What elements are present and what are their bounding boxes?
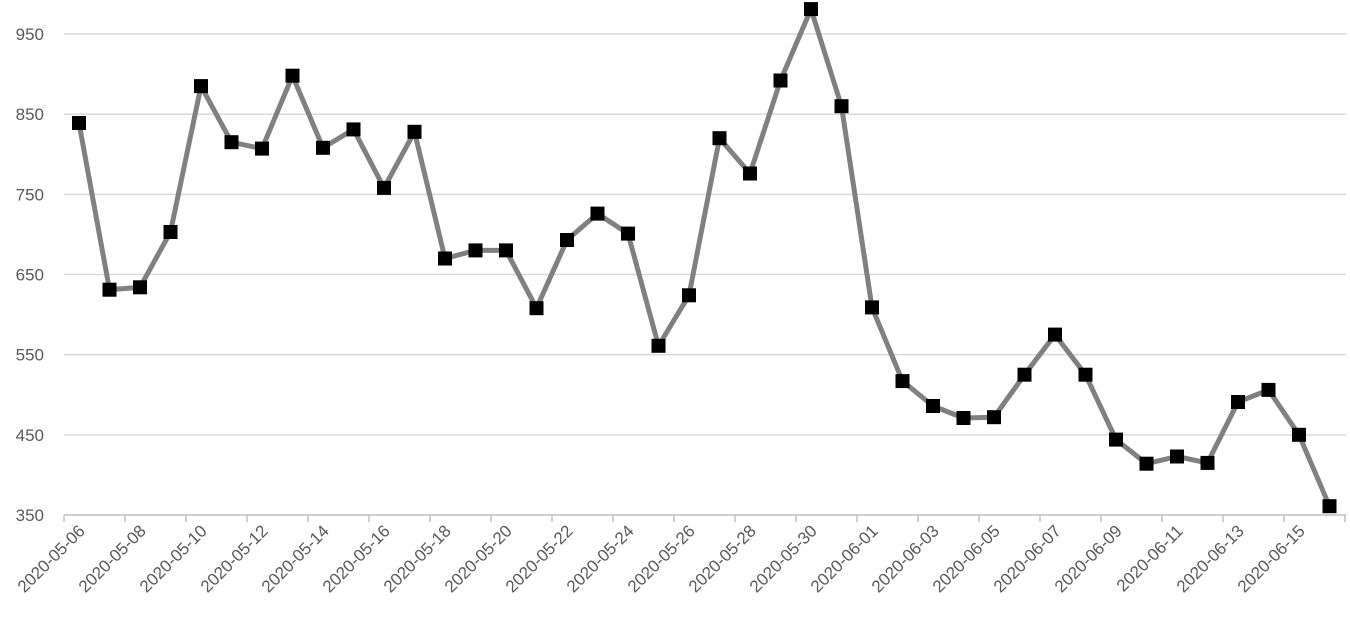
data-point-marker — [438, 251, 452, 266]
data-point-marker — [621, 226, 635, 241]
data-point-marker — [1017, 367, 1032, 382]
data-point-marker — [1322, 499, 1337, 514]
data-point-marker — [194, 79, 208, 94]
data-point-marker — [346, 122, 361, 137]
data-point-marker — [468, 243, 483, 258]
data-point-marker — [1200, 455, 1215, 470]
data-point-marker — [590, 206, 605, 221]
gridlines — [64, 33, 1346, 436]
data-point-marker — [987, 410, 1001, 425]
data-point-marker — [133, 280, 147, 295]
data-point-marker — [956, 411, 971, 425]
data-point-marker — [163, 225, 178, 239]
data-point-marker — [1292, 427, 1306, 442]
data-point-marker — [316, 140, 330, 155]
data-point-marker — [804, 2, 818, 17]
data-point-marker — [224, 135, 239, 150]
data-point-marker — [1048, 327, 1062, 342]
data-point-marker — [255, 141, 269, 156]
y-tick-label: 450 — [16, 426, 44, 445]
data-point-marker — [499, 243, 513, 258]
data-point-marker — [895, 374, 910, 389]
data-point-marker — [834, 99, 849, 114]
data-point-marker — [682, 288, 696, 303]
data-point-marker — [743, 166, 757, 181]
series-group — [72, 2, 1337, 514]
data-point-marker — [102, 282, 117, 297]
data-point-marker — [1139, 456, 1154, 471]
y-tick-label: 650 — [16, 266, 44, 285]
y-axis: 350 450 550 650 750 850 950 — [16, 25, 44, 525]
y-tick-label: 350 — [16, 506, 44, 525]
data-point-marker — [560, 233, 574, 247]
data-point-marker — [865, 300, 879, 315]
data-point-marker — [1231, 395, 1245, 409]
data-point-marker — [72, 116, 86, 130]
data-point-marker — [377, 180, 391, 195]
y-tick-label: 550 — [16, 346, 44, 365]
x-axis: 2020-05-062020-05-082020-05-102020-05-12… — [14, 514, 1346, 596]
data-point-marker — [926, 399, 940, 413]
data-point-marker — [773, 73, 788, 88]
y-tick-label: 750 — [16, 185, 44, 204]
data-point-marker — [1170, 449, 1184, 464]
data-point-marker — [285, 68, 300, 83]
data-point-marker — [712, 131, 727, 146]
y-tick-label: 850 — [16, 105, 44, 124]
data-point-marker — [1109, 432, 1123, 447]
series-line — [76, 6, 1332, 508]
data-point-marker — [529, 301, 544, 316]
data-point-marker — [1078, 367, 1093, 382]
data-point-marker — [651, 338, 666, 353]
data-point-marker — [407, 124, 422, 139]
data-point-marker — [1261, 382, 1276, 397]
y-tick-label: 950 — [16, 25, 44, 44]
